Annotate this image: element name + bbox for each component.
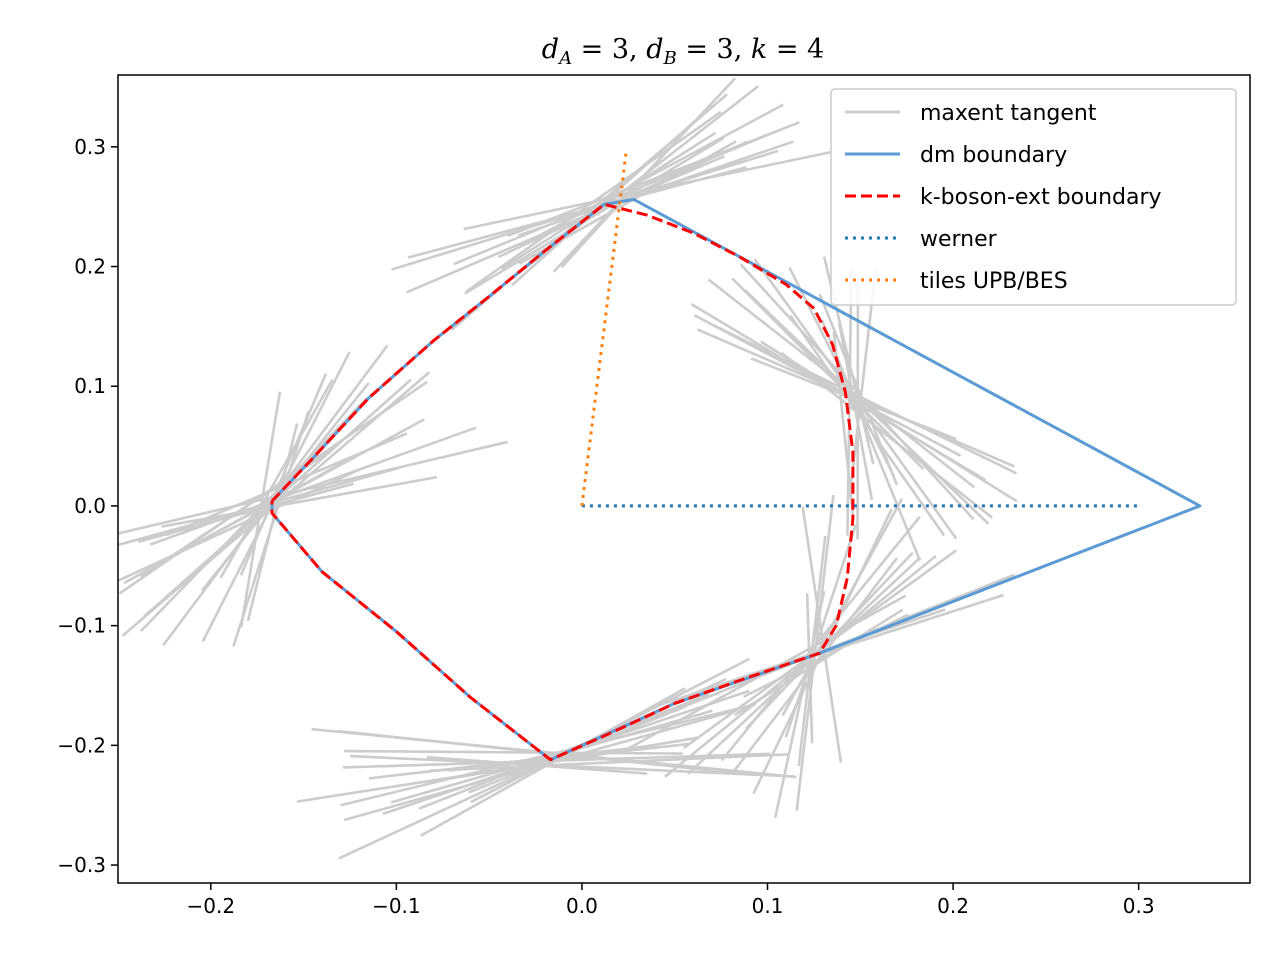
x-tick-label: −0.1: [372, 894, 421, 918]
maxent-tangent-line: [340, 703, 756, 807]
maxent-tangent-line: [805, 593, 814, 744]
title-k-symbol: k: [751, 34, 767, 65]
maxent-tangent-line: [118, 468, 360, 583]
maxent-tangent-line: [818, 293, 899, 486]
y-tick-label: 0.1: [74, 374, 106, 398]
maxent-tangent-line: [750, 357, 957, 441]
y-tick-label: 0.2: [74, 255, 106, 279]
maxent-tangent-line: [450, 736, 699, 780]
maxent-tangent-line: [465, 110, 722, 293]
legend-frame: [830, 88, 1237, 306]
maxent-tangent-line: [149, 426, 477, 546]
title-d-b-sub: B: [663, 48, 677, 69]
maxent-tangent-line: [712, 323, 1017, 475]
title-d-b-value: = 3,: [677, 34, 751, 65]
x-tick-label: 0.3: [1123, 894, 1155, 918]
plot-frame: [117, 74, 1251, 884]
y-tick-label: 0.3: [74, 135, 106, 159]
title-d-b-symbol: d: [646, 34, 663, 65]
legend: maxent tangent dm boundary k-boson-ext b…: [830, 88, 1237, 306]
maxent-tangent-line: [139, 396, 369, 633]
maxent-tangent-line: [820, 319, 922, 562]
maxent-tangent-line: [664, 554, 937, 778]
maxent-tangent-line: [350, 754, 794, 778]
maxent-tangent-line: [801, 506, 843, 763]
maxent-tangent-line: [560, 141, 677, 269]
maxent-tangent-line: [795, 494, 835, 811]
maxent-tangent-line: [745, 551, 914, 730]
title-d-a-sub: A: [557, 48, 572, 69]
legend-label-k-boson-ext-boundary: k-boson-ext boundary: [920, 185, 1162, 210]
maxent-tangent-line: [773, 591, 826, 819]
maxent-tangent-line: [368, 744, 656, 780]
maxent-tangent-line: [707, 278, 976, 489]
maxent-tangent-line: [420, 687, 686, 837]
chart-title: dA = 3, dB = 3, k = 4: [542, 34, 824, 69]
y-tick-label: 0.0: [74, 494, 106, 518]
title-d-a-symbol: d: [542, 34, 559, 65]
x-tick-label: 0.2: [937, 894, 969, 918]
y-tick-label: −0.3: [57, 853, 106, 877]
title-d-a-value: = 3,: [572, 34, 646, 65]
maxent-tangent-line: [696, 328, 1015, 468]
maxent-tangent-line: [500, 131, 717, 270]
maxent-tangent-line: [789, 314, 946, 537]
x-tick-label: 0.1: [752, 894, 784, 918]
legend-label-maxent-tangent: maxent tangent: [920, 101, 1097, 126]
maxent-tangent-line: [511, 104, 713, 287]
k-boson-ext-boundary-line: [270, 202, 855, 762]
title-k-value: = 4: [767, 34, 824, 65]
maxent-tangent-line: [739, 263, 975, 520]
y-tick-label: −0.2: [57, 733, 106, 757]
maxent-tangent-line: [658, 608, 946, 707]
series-lines-group: [270, 149, 1202, 762]
x-tick-label: −0.2: [186, 894, 235, 918]
maxent-tangent-line: [343, 749, 683, 755]
y-axis: −0.3 −0.2 −0.1 0.0 0.1 0.2 0.3: [57, 135, 118, 877]
maxent-tangent-line: [418, 693, 710, 810]
y-tick-label: −0.1: [57, 614, 106, 638]
maxent-tangent-line: [720, 515, 921, 762]
maxent-tangent-line: [239, 391, 282, 628]
x-tick-label: 0.0: [566, 894, 598, 918]
legend-label-werner: werner: [920, 227, 998, 252]
x-axis: −0.2 −0.1 0.0 0.1 0.2 0.3: [186, 883, 1155, 918]
maxent-tangent-line: [781, 498, 904, 717]
legend-label-tiles-upb-bes: tiles UPB/BES: [920, 269, 1068, 294]
maxent-tangent-line: [219, 378, 334, 579]
maxent-tangent-line: [246, 423, 299, 622]
legend-label-dm-boundary: dm boundary: [920, 143, 1067, 168]
maxent-tangent-line: [797, 535, 827, 767]
